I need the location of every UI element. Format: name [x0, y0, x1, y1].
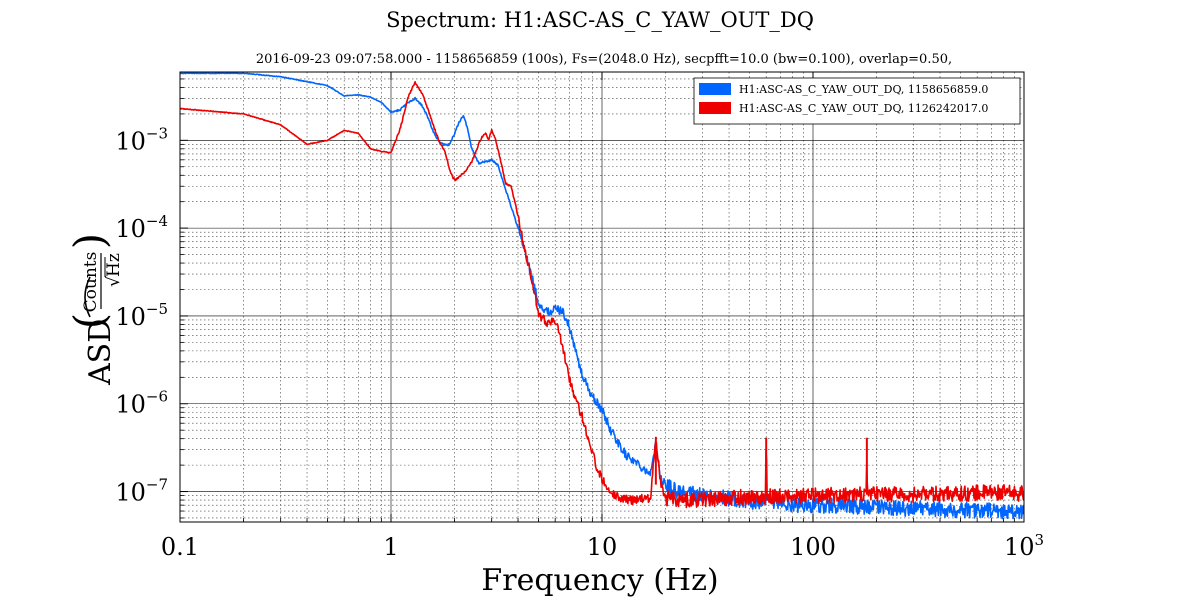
- legend-label-series-2: H1:ASC-AS_C_YAW_OUT_DQ, 1126242017.0: [739, 102, 988, 115]
- y-axis-label-prefix: ASD: [83, 319, 118, 386]
- y-label-numerator: Counts: [81, 252, 101, 313]
- chart-subtitle: 2016-09-23 09:07:58.000 - 1158656859 (10…: [256, 52, 952, 67]
- y-tick-label: 10−6: [115, 388, 168, 419]
- series-1-line: [180, 72, 1024, 520]
- x-axis-label: Frequency (Hz): [481, 563, 718, 598]
- y-label-close-paren: ): [65, 233, 114, 249]
- x-tick-exponent: 3: [1035, 531, 1045, 549]
- legend-box: [693, 77, 1021, 125]
- x-tick-label: 103: [1004, 531, 1044, 561]
- y-tick-label: 10−4: [115, 212, 168, 243]
- x-tick-label: 0.1: [161, 533, 199, 561]
- minor-gridlines: [180, 71, 1024, 522]
- legend-swatch-series-1: [699, 83, 731, 95]
- y-label-left-paren: [84, 276, 91, 318]
- y-label-denominator: Hz: [104, 253, 124, 277]
- series-2-line: [180, 81, 1024, 509]
- y-axis-label: ASD ( Counts √ Hz ): [65, 233, 124, 386]
- plot-area: [179, 71, 1025, 523]
- y-tick-label: 10−3: [115, 124, 168, 155]
- x-tick-label: 100: [790, 533, 836, 561]
- x-tick-labels: 0.1 1 10 100 103: [161, 531, 1044, 561]
- y-tick-labels: 10−3 10−4 10−5 10−6 10−7: [115, 124, 168, 506]
- x-tick-label: 1: [383, 533, 398, 561]
- y-tick-exponent: −7: [146, 476, 168, 494]
- chart-title: Spectrum: H1:ASC-AS_C_YAW_OUT_DQ: [386, 8, 814, 32]
- legend-swatch-series-2: [699, 102, 731, 114]
- series-layer: [180, 72, 1024, 520]
- x-tick-label: 10: [587, 533, 618, 561]
- y-tick-exponent: −6: [146, 388, 168, 406]
- legend-label-series-1: H1:ASC-AS_C_YAW_OUT_DQ, 1158656859.0: [739, 83, 988, 96]
- legend: H1:ASC-AS_C_YAW_OUT_DQ, 1158656859.0 H1:…: [693, 77, 1021, 125]
- tick-marks: [179, 71, 1015, 522]
- y-tick-exponent: −3: [146, 124, 168, 142]
- y-label-open-paren: (: [65, 313, 114, 329]
- y-tick-exponent: −4: [146, 212, 168, 230]
- y-tick-label: 10−7: [115, 476, 168, 507]
- y-tick-exponent: −5: [146, 300, 168, 318]
- y-tick-label: 10−5: [115, 300, 168, 331]
- y-label-sqrt-symbol: √: [104, 276, 124, 287]
